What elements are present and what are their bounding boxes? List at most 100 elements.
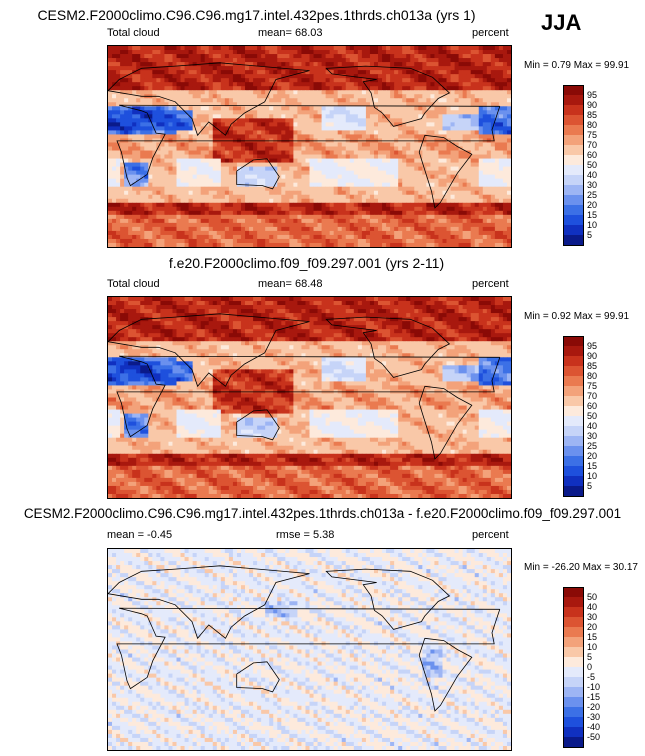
colorbar-tick-label: 25	[587, 441, 598, 451]
colorbar-tick-label: 70	[587, 140, 598, 150]
colorbar-tick-label: 70	[587, 391, 598, 401]
colorbar-tick-label: -30	[587, 712, 601, 722]
panel2-map-field	[108, 297, 511, 498]
colorbar-swatch	[563, 376, 584, 386]
colorbar-tick-label: 10	[587, 220, 598, 230]
colorbar-swatch	[563, 235, 584, 246]
colorbar-swatch	[563, 185, 584, 195]
colorbar-swatch	[563, 175, 584, 185]
colorbar-tick-label: -5	[587, 672, 596, 682]
colorbar-tick-label: 15	[587, 210, 598, 220]
panel3-units-label: percent	[472, 529, 509, 541]
colorbar-swatch	[563, 105, 584, 115]
colorbar-tick-label: 5	[587, 481, 593, 491]
panel2-minmax: Min = 0.92 Max = 99.91	[524, 311, 630, 322]
colorbar-tick-label: 50	[587, 592, 598, 602]
colorbar-swatch	[563, 396, 584, 406]
colorbar-swatch	[563, 416, 584, 426]
panel3-map	[107, 548, 512, 751]
colorbar-tick-label: 20	[587, 451, 598, 461]
colorbar-swatch	[563, 717, 584, 727]
colorbar-tick-label: 90	[587, 351, 598, 361]
colorbar-tick-label: 95	[587, 341, 598, 351]
colorbar-tick-label: 20	[587, 200, 598, 210]
season-label: JJA	[541, 10, 582, 35]
colorbar-swatch	[563, 597, 584, 607]
colorbar-tick-label: 15	[587, 632, 598, 642]
colorbar-tick-label: 30	[587, 180, 598, 190]
colorbar-swatch	[563, 426, 584, 436]
colorbar-swatch	[563, 466, 584, 476]
panel1-variable-label: Total cloud	[107, 27, 160, 39]
panel3-map-field	[108, 549, 511, 750]
colorbar-swatch	[563, 456, 584, 466]
colorbar-tick-label: -15	[587, 692, 601, 702]
colorbar-swatch	[563, 637, 584, 647]
panel2-variable-label: Total cloud	[107, 278, 160, 290]
colorbar-swatch	[563, 737, 584, 748]
colorbar-swatch	[563, 446, 584, 456]
colorbar-swatch	[563, 125, 584, 135]
panel3-title: CESM2.F2000climo.C96.C96.mg17.intel.432p…	[23, 506, 622, 521]
colorbar-swatch	[563, 486, 584, 497]
colorbar-tick-label: 30	[587, 431, 598, 441]
colorbar-tick-label: 95	[587, 90, 598, 100]
colorbar-swatch	[563, 627, 584, 637]
colorbar-tick-label: 80	[587, 120, 598, 130]
colorbar-swatch	[563, 135, 584, 145]
colorbar-tick-label: 5	[587, 230, 593, 240]
colorbar-swatch	[563, 346, 584, 356]
colorbar-swatch	[563, 677, 584, 687]
colorbar-tick-label: 20	[587, 622, 598, 632]
panel3-rmse-label: rmse = 5.38	[276, 529, 335, 541]
colorbar-tick-label: 85	[587, 110, 598, 120]
colorbar-swatch	[563, 727, 584, 737]
colorbar-tick-label: 75	[587, 130, 598, 140]
colorbar-tick-label: 30	[587, 612, 598, 622]
colorbar-tick-label: 5	[587, 652, 593, 662]
colorbar-swatch	[563, 687, 584, 697]
colorbar-swatch	[563, 336, 584, 347]
colorbar-swatch	[563, 145, 584, 155]
colorbar-tick-label: 90	[587, 100, 598, 110]
colorbar-swatch	[563, 406, 584, 416]
colorbar-swatch	[563, 215, 584, 225]
colorbar-swatch	[563, 697, 584, 707]
colorbar-swatch	[563, 617, 584, 627]
colorbar-tick-label: 0	[587, 662, 593, 672]
colorbar-tick-label: -50	[587, 732, 601, 742]
colorbar-tick-label: 25	[587, 190, 598, 200]
colorbar-swatch	[563, 707, 584, 717]
panel1-map-field	[108, 46, 511, 247]
colorbar-swatch	[563, 476, 584, 486]
colorbar-swatch	[563, 205, 584, 215]
colorbar-tick-label: 10	[587, 642, 598, 652]
colorbar-tick-label: -40	[587, 722, 601, 732]
panel2-title: f.e20.F2000climo.f09_f09.297.001 (yrs 2-…	[168, 255, 445, 271]
panel3-minmax: Min = -26.20 Max = 30.17	[524, 562, 638, 573]
panel2-map	[107, 296, 512, 499]
panel1-map	[107, 45, 512, 248]
colorbar-tick-label: 80	[587, 371, 598, 381]
colorbar-swatch	[563, 165, 584, 175]
panel1-minmax: Min = 0.79 Max = 99.91	[524, 60, 630, 71]
colorbar-tick-label: -10	[587, 682, 601, 692]
colorbar-swatch	[563, 85, 584, 96]
colorbar-tick-label: 50	[587, 411, 598, 421]
panel1-mean-label: mean= 68.03	[258, 27, 323, 39]
colorbar-tick-label: 75	[587, 381, 598, 391]
colorbar-tick-label: 85	[587, 361, 598, 371]
colorbar-swatch	[563, 607, 584, 617]
colorbar-tick-label: 40	[587, 421, 598, 431]
colorbar-swatch	[563, 356, 584, 366]
colorbar-swatch	[563, 155, 584, 165]
colorbar-swatch	[563, 587, 584, 598]
colorbar-tick-label: -20	[587, 702, 601, 712]
panel2-mean-label: mean= 68.48	[258, 278, 323, 290]
colorbar-swatch	[563, 667, 584, 677]
colorbar-swatch	[563, 436, 584, 446]
colorbar-swatch	[563, 647, 584, 657]
colorbar-swatch	[563, 115, 584, 125]
colorbar-tick-label: 60	[587, 401, 598, 411]
colorbar-tick-label: 60	[587, 150, 598, 160]
